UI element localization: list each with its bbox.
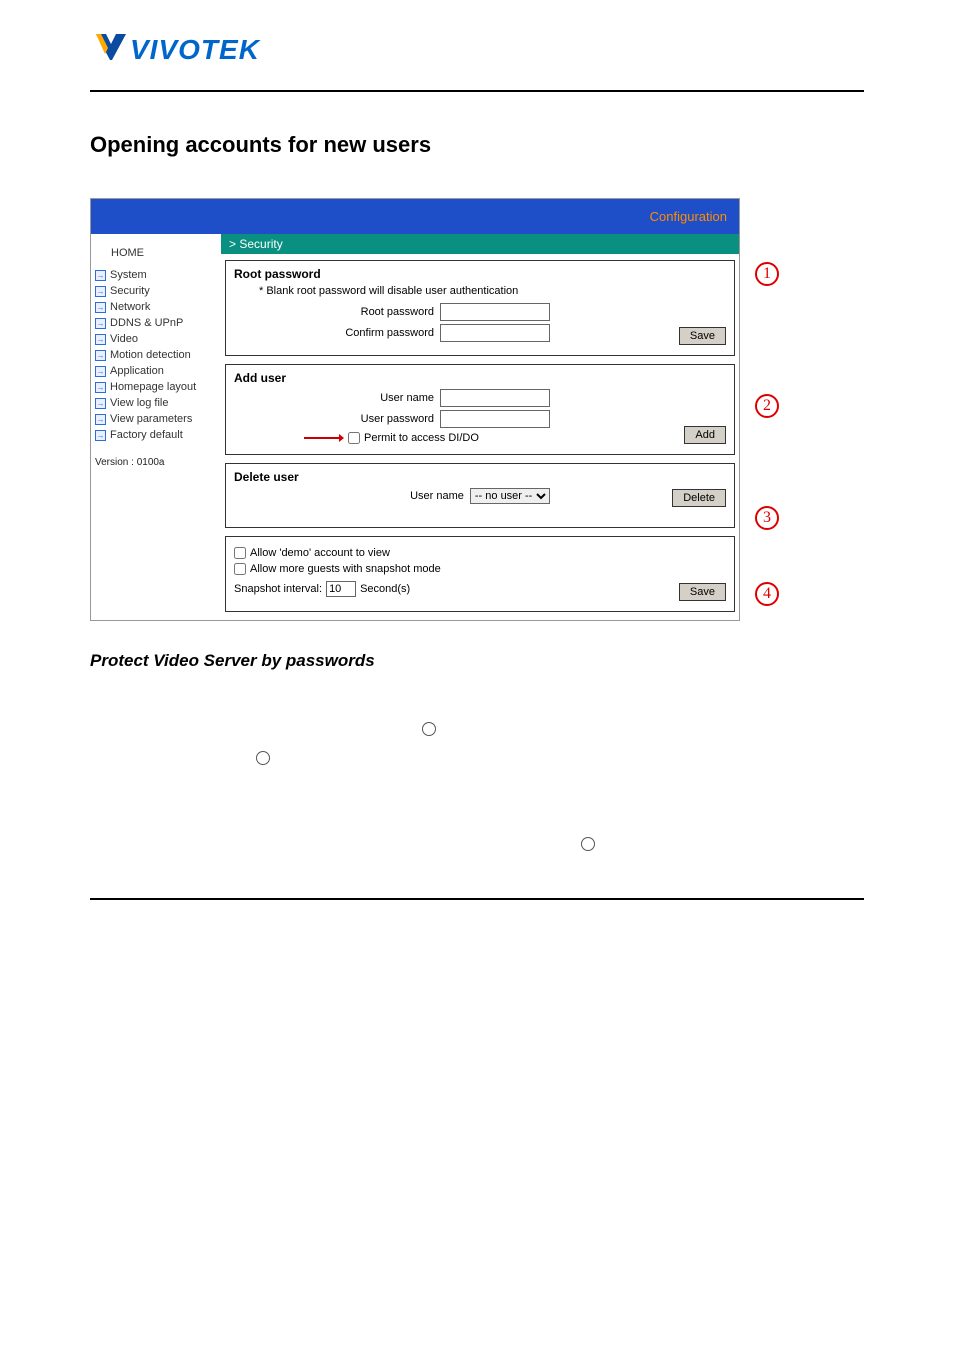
root-panel-title: Root password (234, 267, 726, 281)
root-password-input[interactable] (440, 303, 550, 321)
delete-username-select[interactable]: -- no user -- (470, 488, 550, 504)
confirm-password-input[interactable] (440, 324, 550, 342)
arrow-icon: → (95, 286, 106, 297)
sidebar-item-system[interactable]: →System (95, 267, 217, 283)
brand-logo: VIVOTEK (90, 30, 864, 70)
body-paragraph (90, 686, 864, 858)
delete-user-title: Delete user (234, 470, 726, 484)
content-area: > Security Root password * Blank root pa… (221, 234, 739, 620)
permit-dido-checkbox[interactable] (348, 432, 360, 444)
sidebar-item-video[interactable]: →Video (95, 331, 217, 347)
save-demo-button[interactable]: Save (679, 583, 726, 601)
bottom-divider (90, 898, 864, 900)
callout-ref-2 (256, 751, 270, 765)
arrow-icon: → (95, 334, 106, 345)
sidebar-item-security[interactable]: →Security (95, 283, 217, 299)
arrow-icon: → (95, 414, 106, 425)
callout-1: 1 (755, 262, 779, 286)
security-breadcrumb: > Security (221, 234, 739, 254)
add-username-input[interactable] (440, 389, 550, 407)
callout-4: 4 (755, 582, 779, 606)
add-username-label: User name (234, 392, 434, 404)
page-title: Opening accounts for new users (90, 132, 864, 158)
add-user-title: Add user (234, 371, 726, 385)
allow-demo-label: Allow 'demo' account to view (250, 547, 390, 559)
add-userpassword-input[interactable] (440, 410, 550, 428)
logo-text: VIVOTEK (130, 34, 260, 66)
arrow-icon: → (95, 350, 106, 361)
version-label: Version : 0100a (95, 457, 217, 468)
delete-user-button[interactable]: Delete (672, 489, 726, 507)
root-panel-note: * Blank root password will disable user … (259, 285, 726, 297)
sidebar-item-factory[interactable]: →Factory default (95, 427, 217, 443)
sidebar-item-network[interactable]: →Network (95, 299, 217, 315)
config-screenshot: Configuration HOME →System →Security →Ne… (90, 198, 740, 621)
sidebar-item-viewlog[interactable]: →View log file (95, 395, 217, 411)
arrow-icon: → (95, 430, 106, 441)
callout-3: 3 (755, 506, 779, 530)
red-pointer-arrow (304, 433, 344, 443)
sidebar-item-ddns[interactable]: →DDNS & UPnP (95, 315, 217, 331)
callout-ref-3 (581, 837, 595, 851)
save-root-button[interactable]: Save (679, 327, 726, 345)
arrow-icon: → (95, 398, 106, 409)
sidebar: HOME →System →Security →Network →DDNS & … (91, 234, 221, 620)
arrow-icon: → (95, 270, 106, 281)
arrow-icon: → (95, 366, 106, 377)
snapshot-interval-post: Second(s) (360, 583, 410, 595)
permit-dido-label: Permit to access DI/DO (364, 432, 479, 444)
snapshot-interval-pre: Snapshot interval: (234, 583, 322, 595)
arrow-icon: → (95, 382, 106, 393)
arrow-icon: → (95, 318, 106, 329)
config-label[interactable]: Configuration (650, 209, 727, 224)
section-heading: Protect Video Server by passwords (90, 651, 864, 671)
add-userpassword-label: User password (234, 413, 434, 425)
sidebar-item-application[interactable]: →Application (95, 363, 217, 379)
sidebar-home[interactable]: HOME (95, 244, 217, 267)
allow-demo-checkbox[interactable] (234, 547, 246, 559)
sidebar-item-homepage[interactable]: →Homepage layout (95, 379, 217, 395)
add-user-button[interactable]: Add (684, 426, 726, 444)
callout-2: 2 (755, 394, 779, 418)
snapshot-interval-input[interactable] (326, 581, 356, 597)
sidebar-item-motion[interactable]: →Motion detection (95, 347, 217, 363)
root-password-panel: Root password * Blank root password will… (225, 260, 735, 356)
root-password-label: Root password (234, 306, 434, 318)
config-header: Configuration (91, 199, 739, 234)
logo-icon (90, 30, 130, 70)
allow-guests-checkbox[interactable] (234, 563, 246, 575)
delete-user-panel: Delete user User name -- no user -- Dele… (225, 463, 735, 528)
sidebar-item-viewparams[interactable]: →View parameters (95, 411, 217, 427)
allow-guests-label: Allow more guests with snapshot mode (250, 563, 441, 575)
demo-panel: Allow 'demo' account to view Allow more … (225, 536, 735, 612)
delete-username-label: User name (410, 490, 464, 502)
arrow-icon: → (95, 302, 106, 313)
top-divider (90, 90, 864, 92)
callout-ref-1 (422, 722, 436, 736)
add-user-panel: Add user User name User password Permit … (225, 364, 735, 455)
confirm-password-label: Confirm password (234, 327, 434, 339)
